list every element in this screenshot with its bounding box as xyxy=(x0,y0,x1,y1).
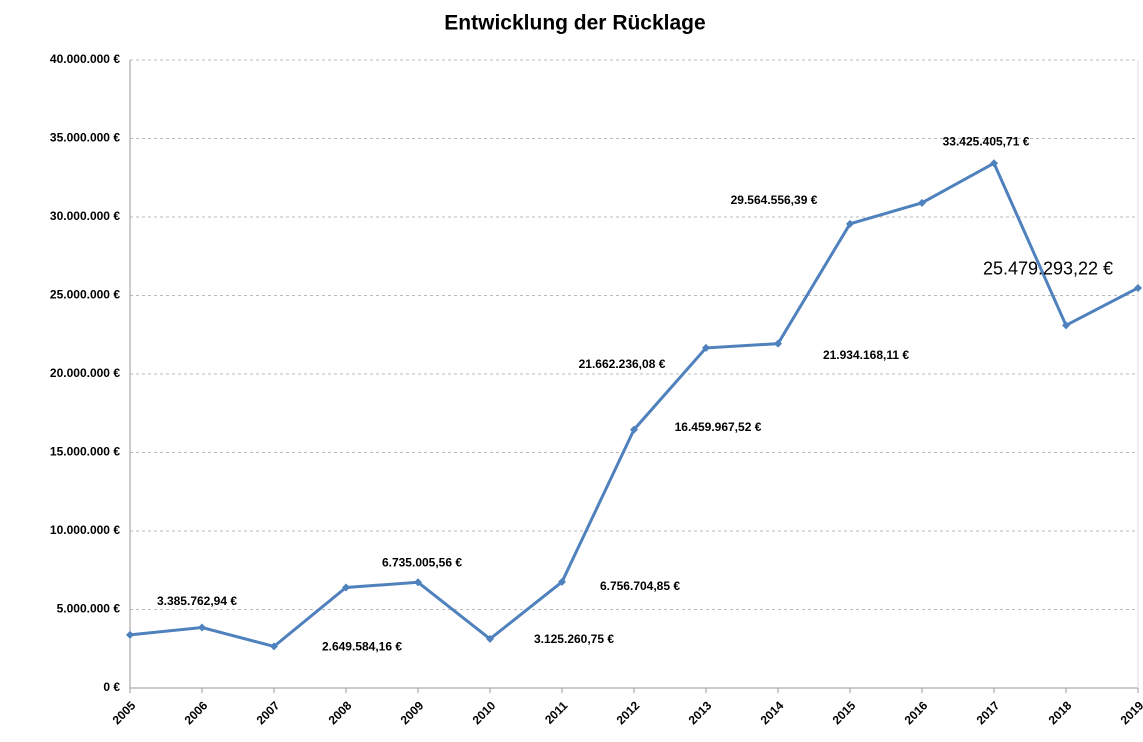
point-marker xyxy=(198,623,206,632)
data-label: 3.125.260,75 € xyxy=(534,632,614,646)
x-tick-label: 2017 xyxy=(974,698,1003,727)
point-marker xyxy=(126,630,134,639)
x-tick-label: 2010 xyxy=(470,698,499,727)
point-marker xyxy=(1134,283,1142,292)
data-label: 21.934.168,11 € xyxy=(823,348,909,362)
x-tick-label: 2013 xyxy=(686,698,715,727)
data-label: 2.649.584,16 € xyxy=(322,640,402,654)
x-tick-label: 2006 xyxy=(182,698,211,727)
x-tick-label: 2019 xyxy=(1118,698,1143,727)
x-tick-label: 2018 xyxy=(1046,698,1075,727)
data-label: 6.735.005,56 € xyxy=(382,555,462,569)
x-tick-label: 2012 xyxy=(614,698,643,727)
y-tick-label: 30.000.000 € xyxy=(50,209,120,223)
point-marker xyxy=(270,642,278,651)
point-marker xyxy=(342,583,350,592)
line xyxy=(129,161,1139,649)
data-label: 3.385.762,94 € xyxy=(157,594,237,608)
point-marker xyxy=(630,425,638,434)
data-label: 25.479.293,22 € xyxy=(983,259,1113,279)
data-label: 6.756.704,85 € xyxy=(600,579,680,593)
x-tick-label: 2005 xyxy=(110,698,139,727)
point-marker xyxy=(846,219,854,228)
point-marker xyxy=(990,159,998,168)
point-marker xyxy=(918,198,926,207)
y-tick-label: 40.000.000 € xyxy=(50,52,120,66)
y-tick-label: 25.000.000 € xyxy=(50,288,120,302)
y-tick-label: 0 € xyxy=(103,680,120,694)
y-tick-label: 10.000.000 € xyxy=(50,523,120,537)
x-tick-label: 2014 xyxy=(758,698,787,727)
x-tick-label: 2011 xyxy=(542,698,571,727)
data-label: 16.459.967,52 € xyxy=(675,420,762,434)
point-marker xyxy=(774,339,782,348)
point-marker xyxy=(1062,321,1070,330)
x-tick-label: 2016 xyxy=(902,698,931,727)
x-tick-label: 2015 xyxy=(830,698,859,727)
point-marker xyxy=(702,343,710,352)
y-tick-label: 20.000.000 € xyxy=(50,366,120,380)
chart-title: Entwicklung der Rücklage xyxy=(444,12,705,35)
y-tick-label: 15.000.000 € xyxy=(50,445,120,459)
data-label: 21.662.236,08 € xyxy=(579,357,666,371)
point-marker xyxy=(558,577,566,586)
y-tick-label: 35.000.000 € xyxy=(50,131,120,145)
point-marker xyxy=(486,634,494,643)
data-label: 33.425.405,71 € xyxy=(943,134,1030,148)
data-label: 29.564.556,39 € xyxy=(731,193,818,207)
point-marker xyxy=(414,578,422,587)
y-tick-label: 5.000.000 € xyxy=(57,602,121,616)
x-tick-label: 2008 xyxy=(326,698,355,727)
x-tick-label: 2009 xyxy=(398,698,427,727)
x-tick-label: 2007 xyxy=(254,698,283,727)
